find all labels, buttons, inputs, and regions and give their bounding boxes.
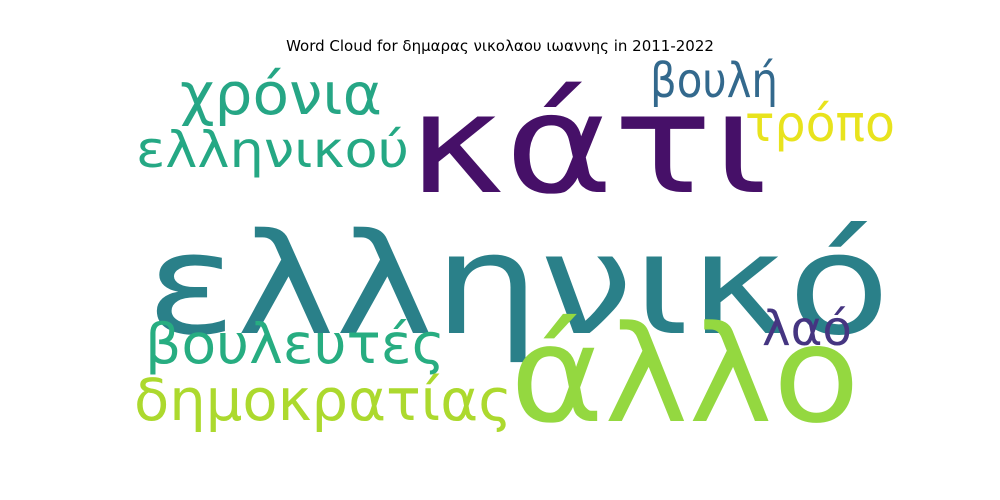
word-tropo: τρόπο — [745, 95, 895, 153]
word-vouleftes: βουλευτές — [145, 312, 445, 376]
word-lao: λαό — [762, 301, 852, 357]
word-elliniko: ελληνικό — [146, 204, 890, 367]
word-ellinikou: ελληνικού — [136, 121, 409, 179]
word-dimokratias: δημοκρατίας — [134, 366, 512, 434]
chart-title: Word Cloud for δημαρας νικολαου ιωαννης … — [286, 37, 714, 55]
word-kati: κάτι — [408, 64, 768, 225]
word-chronia: χρόνια — [180, 60, 382, 128]
word-allo: άλλο — [510, 297, 860, 453]
word-vouli: βουλή — [650, 53, 778, 109]
